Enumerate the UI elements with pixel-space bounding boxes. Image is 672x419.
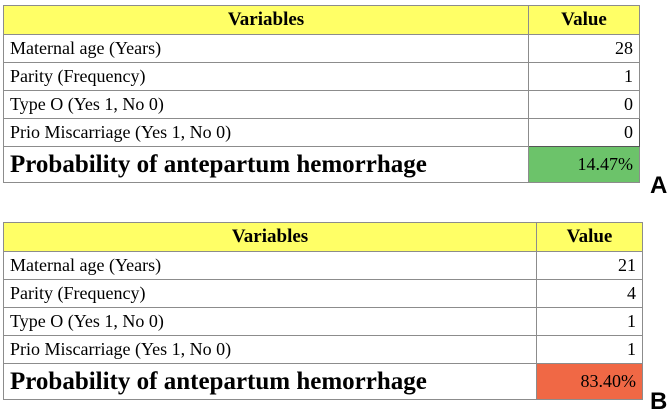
table-row: Prio Miscarriage (Yes 1, No 0) 1 <box>3 335 643 364</box>
calculator-table-a: Variables Value Maternal age (Years) 28 … <box>3 5 640 183</box>
prior-miscarriage-label: Prio Miscarriage (Yes 1, No 0) <box>3 118 529 147</box>
type-o-label: Type O (Yes 1, No 0) <box>3 307 537 336</box>
parity-label: Parity (Frequency) <box>3 279 537 308</box>
value-header: Value <box>528 5 640 35</box>
parity-label: Parity (Frequency) <box>3 62 529 91</box>
header-row: Variables Value <box>3 222 643 252</box>
header-row: Variables Value <box>3 5 640 35</box>
result-row: Probability of antepartum hemorrhage 83.… <box>3 363 643 400</box>
table-row: Prio Miscarriage (Yes 1, No 0) 0 <box>3 118 640 147</box>
result-row: Probability of antepartum hemorrhage 14.… <box>3 146 640 183</box>
prior-miscarriage-label: Prio Miscarriage (Yes 1, No 0) <box>3 335 537 364</box>
prior-miscarriage-value[interactable]: 1 <box>536 335 643 364</box>
maternal-age-value[interactable]: 28 <box>528 34 640 63</box>
table-row: Parity (Frequency) 4 <box>3 279 643 308</box>
calculator-table-b: Variables Value Maternal age (Years) 21 … <box>3 222 643 400</box>
probability-value: 14.47% <box>528 146 640 183</box>
type-o-value[interactable]: 1 <box>536 307 643 336</box>
probability-label: Probability of antepartum hemorrhage <box>3 146 529 183</box>
type-o-value[interactable]: 0 <box>528 90 640 119</box>
maternal-age-label: Maternal age (Years) <box>3 34 529 63</box>
parity-value[interactable]: 1 <box>528 62 640 91</box>
table-row: Maternal age (Years) 21 <box>3 251 643 280</box>
panel-letter-a: A <box>650 172 668 199</box>
table-row: Type O (Yes 1, No 0) 0 <box>3 90 640 119</box>
variables-header: Variables <box>3 5 529 35</box>
maternal-age-label: Maternal age (Years) <box>3 251 537 280</box>
type-o-label: Type O (Yes 1, No 0) <box>3 90 529 119</box>
parity-value[interactable]: 4 <box>536 279 643 308</box>
probability-value: 83.40% <box>536 363 643 400</box>
table-row: Type O (Yes 1, No 0) 1 <box>3 307 643 336</box>
table-row: Parity (Frequency) 1 <box>3 62 640 91</box>
panel-letter-b: B <box>650 388 668 415</box>
maternal-age-value[interactable]: 21 <box>536 251 643 280</box>
variables-header: Variables <box>3 222 537 252</box>
prior-miscarriage-value[interactable]: 0 <box>528 118 640 147</box>
probability-label: Probability of antepartum hemorrhage <box>3 363 537 400</box>
value-header: Value <box>536 222 643 252</box>
table-row: Maternal age (Years) 28 <box>3 34 640 63</box>
